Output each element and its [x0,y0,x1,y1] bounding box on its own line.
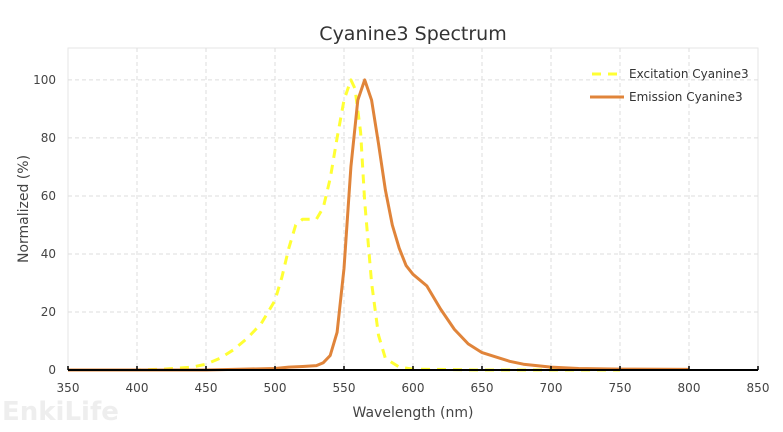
y-tick-label: 20 [41,305,56,319]
y-tick-label: 60 [41,189,56,203]
x-tick-label: 500 [264,381,287,395]
x-axis-label: Wavelength (nm) [353,405,474,421]
y-tick-label: 100 [33,73,56,87]
excitation-series-line [68,78,620,372]
y-axis-label: Normalized (%) [16,155,32,263]
x-tick-label: 800 [678,381,701,395]
y-tick-label: 40 [41,247,56,261]
watermark-logo: EnkiLife [2,397,119,427]
x-tick-label: 850 [747,381,770,395]
legend: Excitation Cyanine3 Emission Cyanine3 [590,67,749,104]
emission-series-line [68,78,690,372]
x-tick-label: 600 [402,381,425,395]
legend-excitation-label: Excitation Cyanine3 [629,67,749,81]
x-tick-label: 700 [540,381,563,395]
x-tick-label: 750 [609,381,632,395]
chart-title: Cyanine3 Spectrum [319,23,506,45]
y-tick-label: 80 [41,131,56,145]
x-tick-label: 350 [57,381,80,395]
y-tick-label: 0 [48,363,56,377]
x-tick-label: 650 [471,381,494,395]
series-group [68,78,690,372]
axes: 350 400 450 500 550 600 650 700 750 800 850 0 20 40 60… [33,73,769,395]
x-tick-label: 450 [195,381,218,395]
x-tick-label: 400 [126,381,149,395]
x-tick-label: 550 [333,381,356,395]
legend-emission-label: Emission Cyanine3 [629,90,743,104]
